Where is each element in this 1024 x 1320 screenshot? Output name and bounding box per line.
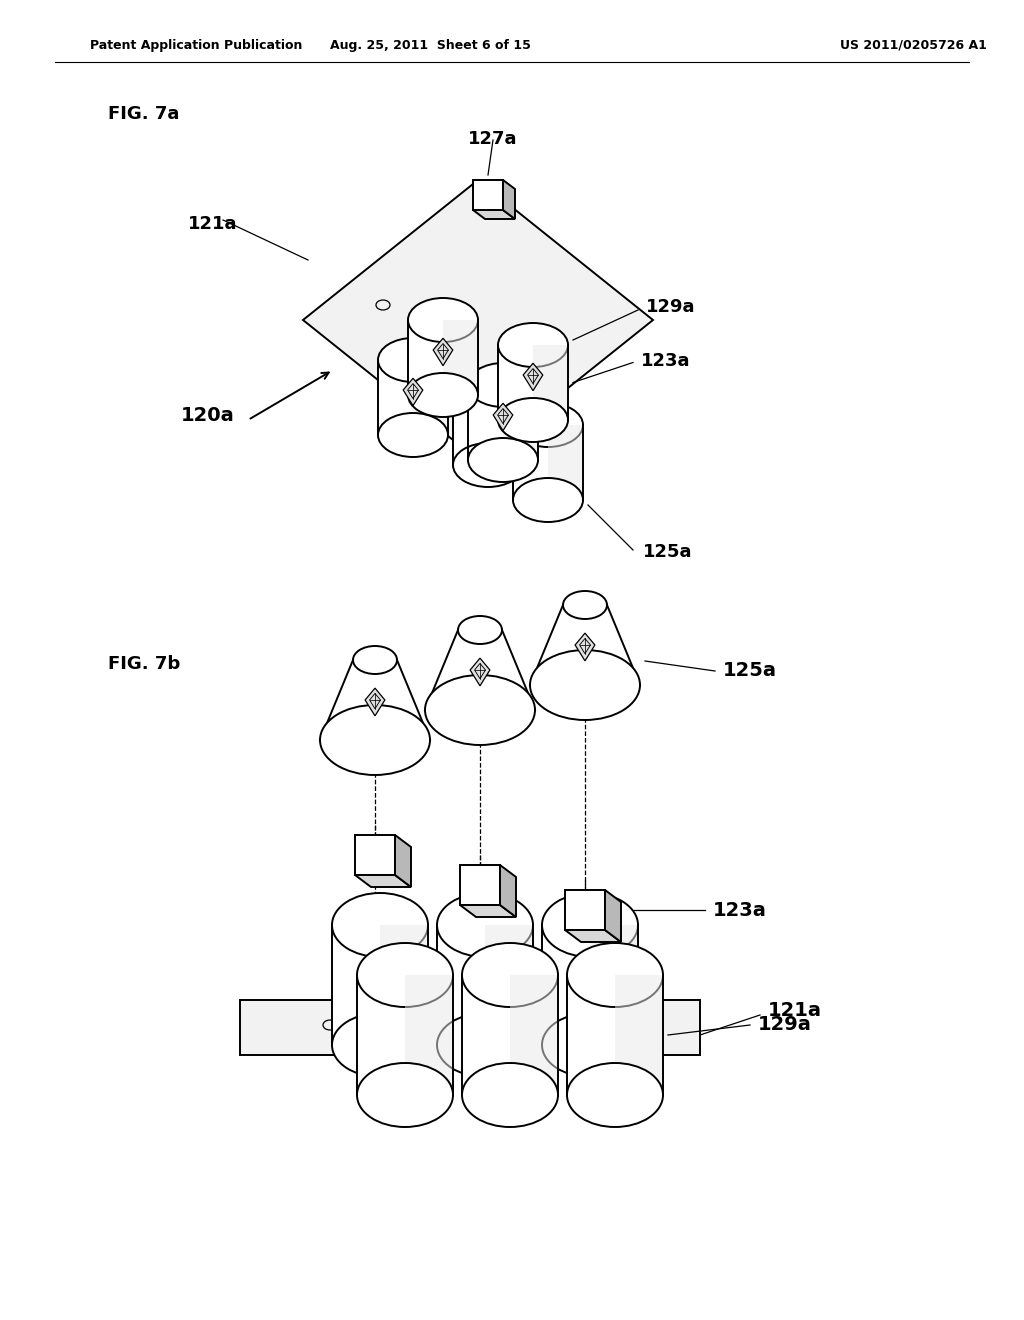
Polygon shape: [488, 389, 523, 465]
Polygon shape: [503, 385, 538, 459]
Polygon shape: [437, 925, 534, 1045]
Polygon shape: [542, 925, 638, 1045]
Polygon shape: [355, 836, 395, 875]
Ellipse shape: [378, 338, 449, 381]
Polygon shape: [523, 363, 543, 391]
Ellipse shape: [498, 399, 568, 442]
Ellipse shape: [468, 363, 538, 407]
Ellipse shape: [453, 368, 523, 412]
Polygon shape: [590, 925, 638, 1045]
Polygon shape: [380, 925, 428, 1045]
Polygon shape: [378, 360, 449, 436]
Ellipse shape: [378, 413, 449, 457]
Ellipse shape: [357, 942, 453, 1007]
Polygon shape: [548, 425, 583, 500]
Text: FIG. 7a: FIG. 7a: [108, 106, 179, 123]
Ellipse shape: [425, 675, 535, 744]
Text: 123a: 123a: [641, 351, 690, 370]
Polygon shape: [357, 975, 453, 1096]
Polygon shape: [453, 389, 523, 465]
Ellipse shape: [567, 1063, 663, 1127]
Polygon shape: [406, 975, 453, 1096]
Polygon shape: [355, 875, 411, 887]
Ellipse shape: [462, 1063, 558, 1127]
Polygon shape: [534, 345, 568, 420]
Ellipse shape: [462, 942, 558, 1007]
Polygon shape: [530, 605, 640, 685]
Polygon shape: [332, 925, 428, 1045]
Polygon shape: [565, 931, 621, 942]
Polygon shape: [575, 634, 595, 661]
Polygon shape: [408, 319, 478, 395]
Ellipse shape: [408, 298, 478, 342]
Text: 123a: 123a: [713, 900, 767, 920]
Ellipse shape: [542, 894, 638, 957]
Polygon shape: [500, 865, 516, 917]
Polygon shape: [494, 403, 513, 430]
Text: Patent Application Publication: Patent Application Publication: [90, 38, 302, 51]
Polygon shape: [403, 379, 423, 405]
Text: 129a: 129a: [758, 1015, 812, 1035]
Polygon shape: [385, 1040, 450, 1055]
Polygon shape: [433, 338, 453, 366]
Ellipse shape: [542, 1012, 638, 1077]
Polygon shape: [565, 890, 605, 931]
Polygon shape: [240, 1001, 700, 1055]
Polygon shape: [319, 660, 430, 741]
Text: 121a: 121a: [188, 215, 238, 234]
Polygon shape: [473, 180, 503, 210]
Text: US 2011/0205726 A1: US 2011/0205726 A1: [840, 38, 987, 51]
Polygon shape: [498, 345, 568, 420]
Text: 121a: 121a: [768, 1001, 822, 1019]
Ellipse shape: [437, 1012, 534, 1077]
Text: 127a: 127a: [468, 129, 518, 148]
Polygon shape: [485, 925, 534, 1045]
Ellipse shape: [498, 323, 568, 367]
Polygon shape: [513, 425, 583, 500]
Ellipse shape: [323, 1020, 337, 1030]
Ellipse shape: [530, 649, 640, 719]
Polygon shape: [443, 319, 478, 395]
Text: 125a: 125a: [643, 543, 692, 561]
Polygon shape: [473, 210, 515, 219]
Polygon shape: [385, 1040, 435, 1080]
Polygon shape: [395, 836, 411, 887]
Polygon shape: [470, 659, 489, 686]
Text: 125a: 125a: [723, 661, 777, 681]
Polygon shape: [366, 688, 385, 715]
Ellipse shape: [437, 894, 534, 957]
Ellipse shape: [458, 616, 502, 644]
Text: 129a: 129a: [646, 298, 695, 315]
Ellipse shape: [376, 300, 390, 310]
Ellipse shape: [319, 705, 430, 775]
Ellipse shape: [332, 894, 428, 957]
Polygon shape: [510, 975, 558, 1096]
Polygon shape: [468, 385, 538, 459]
Text: 120a: 120a: [181, 407, 234, 425]
Polygon shape: [413, 360, 449, 436]
Text: Aug. 25, 2011  Sheet 6 of 15: Aug. 25, 2011 Sheet 6 of 15: [330, 38, 530, 51]
Ellipse shape: [453, 444, 523, 487]
Ellipse shape: [353, 645, 397, 675]
Ellipse shape: [357, 1063, 453, 1127]
Ellipse shape: [513, 478, 583, 521]
Text: 127a: 127a: [383, 966, 437, 985]
Polygon shape: [462, 975, 558, 1096]
Polygon shape: [425, 630, 535, 710]
Polygon shape: [503, 180, 515, 219]
Polygon shape: [605, 890, 621, 942]
Polygon shape: [567, 975, 663, 1096]
Ellipse shape: [332, 1012, 428, 1077]
Text: FIG. 7b: FIG. 7b: [108, 655, 180, 673]
Polygon shape: [303, 180, 653, 459]
Ellipse shape: [513, 403, 583, 447]
Ellipse shape: [468, 438, 538, 482]
Polygon shape: [615, 975, 663, 1096]
Ellipse shape: [563, 591, 607, 619]
Ellipse shape: [408, 374, 478, 417]
Polygon shape: [460, 906, 516, 917]
Ellipse shape: [567, 942, 663, 1007]
Polygon shape: [460, 865, 500, 906]
